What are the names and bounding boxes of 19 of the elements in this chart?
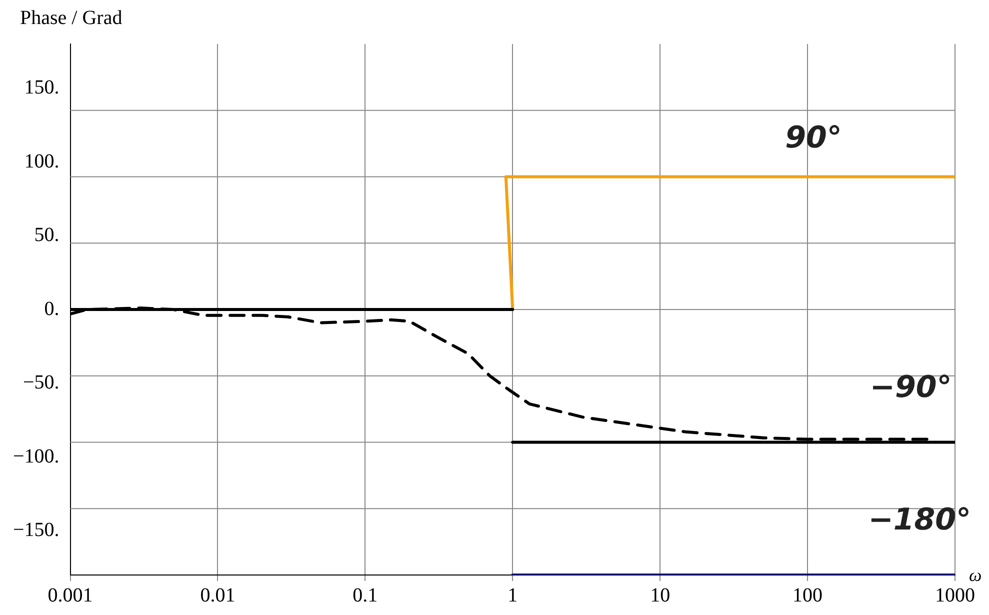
y-tick-label: −150. <box>13 519 60 541</box>
y-tick-label: 100. <box>24 150 60 172</box>
y-tick-label: 50. <box>34 224 60 246</box>
x-axis-title: ω <box>969 565 982 585</box>
x-tick-label: 0.01 <box>200 584 236 606</box>
x-tick-label: 0.001 <box>48 584 93 606</box>
x-tick-label: 1 <box>508 584 518 606</box>
annotation: 90° <box>785 120 842 156</box>
annotation: −90° <box>870 370 952 405</box>
y-axis-title: Phase / Grad <box>20 7 122 29</box>
x-tick-label: 1000 <box>935 584 975 606</box>
y-tick-label: 150. <box>24 76 60 98</box>
x-tick-label: 10 <box>650 584 670 606</box>
annotation: −180° <box>868 502 971 538</box>
x-tick-label: 100 <box>792 584 823 606</box>
y-tick-label: −100. <box>13 445 60 468</box>
y-tick-label: 0. <box>44 298 60 320</box>
y-tick-label: −50. <box>23 372 60 394</box>
x-tick-label: 0.1 <box>352 584 378 606</box>
